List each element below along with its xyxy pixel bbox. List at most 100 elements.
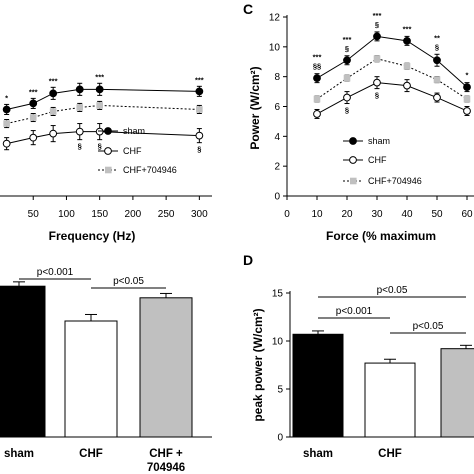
legend-marker-chf <box>349 156 357 164</box>
data-point-CHF <box>95 127 104 136</box>
data-point-CHF+704946 <box>463 95 471 103</box>
data-point-sham <box>195 87 204 96</box>
data-point-CHF <box>49 129 58 138</box>
category-label: CHF <box>378 448 402 460</box>
x-tick-label: 300 <box>191 209 208 220</box>
data-point-CHF+704946 <box>3 120 10 127</box>
legend-marker-sham <box>349 137 357 145</box>
y-tick-label: 2 <box>274 162 280 173</box>
x-tick-label: 0 <box>284 209 290 220</box>
significance-mark: § <box>98 142 102 151</box>
data-point-CHF+704946 <box>49 108 57 115</box>
data-point-CHF <box>313 110 321 118</box>
legend-marker-sham <box>104 127 112 135</box>
y-tick-label: 15 <box>272 289 284 300</box>
series-line-CHF+704946 <box>6 104 200 125</box>
y-tick-label: 4 <box>274 132 280 143</box>
series-line-CHF <box>6 131 200 145</box>
significance-mark: § <box>345 106 349 115</box>
data-point-sham <box>343 56 351 65</box>
category-label: 704946 <box>147 462 185 474</box>
significance-mark: *** <box>403 24 412 33</box>
bar-1 <box>64 320 118 438</box>
bar-0 <box>0 285 46 438</box>
significance-mark: § <box>375 91 379 100</box>
significance-mark: *** <box>29 87 38 96</box>
p-value-label: p<0.05 <box>377 285 408 296</box>
data-point-sham <box>75 85 84 94</box>
data-point-CHF <box>75 127 84 136</box>
category-label: sham <box>303 448 333 460</box>
category-label: CHF + <box>149 448 183 460</box>
y-tick-label: 5 <box>277 385 283 396</box>
data-point-CHF <box>433 93 441 102</box>
data-point-CHF <box>29 133 38 142</box>
x-tick-label: 50 <box>431 209 443 220</box>
legend-label-sham: sham <box>368 136 390 146</box>
data-point-CHF+704946 <box>196 106 203 113</box>
significance-mark: *** <box>49 76 58 85</box>
x-tick-label: 30 <box>371 209 383 220</box>
y-tick-label: 12 <box>269 13 281 24</box>
legend-marker-chf-704946 <box>105 166 112 174</box>
data-point-sham <box>403 36 411 45</box>
data-point-CHF <box>373 78 381 87</box>
significance-mark: § <box>375 20 379 29</box>
data-point-CHF+704946 <box>403 62 411 70</box>
significance-mark: *** <box>195 75 204 84</box>
bar-2 <box>440 348 474 438</box>
significance-mark: ** <box>434 33 440 42</box>
significance-mark: * <box>5 93 8 102</box>
data-point-CHF+704946 <box>313 95 321 103</box>
significance-mark: § <box>435 42 439 51</box>
legend-label-chf-704946: CHF+704946 <box>368 176 422 186</box>
data-point-CHF+704946 <box>433 76 441 83</box>
y-tick-label: 8 <box>274 72 280 83</box>
significance-mark: § <box>78 142 82 151</box>
legend-label-chf: CHF <box>123 146 142 156</box>
significance-mark: *** <box>313 53 322 62</box>
bar-0 <box>292 333 344 438</box>
data-point-CHF+704946 <box>29 114 37 121</box>
data-point-CHF+704946 <box>373 55 381 63</box>
legend-marker-chf-704946 <box>350 177 357 185</box>
significance-mark: §§ <box>313 62 321 71</box>
x-tick-label: 250 <box>158 209 175 220</box>
data-point-CHF+704946 <box>76 104 84 111</box>
data-point-sham <box>2 105 11 114</box>
significance-mark: *** <box>95 72 104 81</box>
y-axis-label: peak power (W/cm²) <box>251 308 265 421</box>
data-point-CHF+704946 <box>96 102 103 109</box>
significance-mark: § <box>197 145 201 154</box>
legend-label-chf-704946: CHF+704946 <box>123 165 177 175</box>
data-point-sham <box>313 74 321 83</box>
data-point-CHF <box>463 107 471 115</box>
x-tick-label: 40 <box>401 209 413 220</box>
series-line-CHF <box>316 82 468 115</box>
x-tick-label: 10 <box>311 209 323 220</box>
data-point-sham <box>433 56 441 65</box>
p-value-label: p<0.05 <box>413 321 444 332</box>
bar-2 <box>139 297 193 438</box>
significance-mark: *** <box>373 11 382 20</box>
legend-label-chf: CHF <box>368 155 387 165</box>
significance-mark: *** <box>343 35 352 44</box>
bar-1 <box>364 362 416 438</box>
data-point-CHF <box>403 81 411 90</box>
data-point-sham <box>463 83 471 92</box>
y-tick-label: 0 <box>274 192 280 203</box>
data-point-CHF+704946 <box>343 74 351 82</box>
x-tick-label: 200 <box>125 209 142 220</box>
data-point-CHF <box>195 131 204 140</box>
p-value-label: p<0.05 <box>113 276 144 287</box>
data-point-CHF <box>2 139 11 148</box>
x-axis-label: Force (% maximum <box>326 229 436 243</box>
x-tick-label: 20 <box>341 209 353 220</box>
y-axis-label: Power (W/cm²) <box>248 66 262 149</box>
data-point-sham <box>49 89 58 98</box>
panel-label-c: C <box>243 1 253 17</box>
data-point-sham <box>29 99 38 108</box>
x-tick-label: 60 <box>461 209 473 220</box>
legend-label-sham: sham <box>123 126 145 136</box>
x-tick-label: 100 <box>58 209 75 220</box>
